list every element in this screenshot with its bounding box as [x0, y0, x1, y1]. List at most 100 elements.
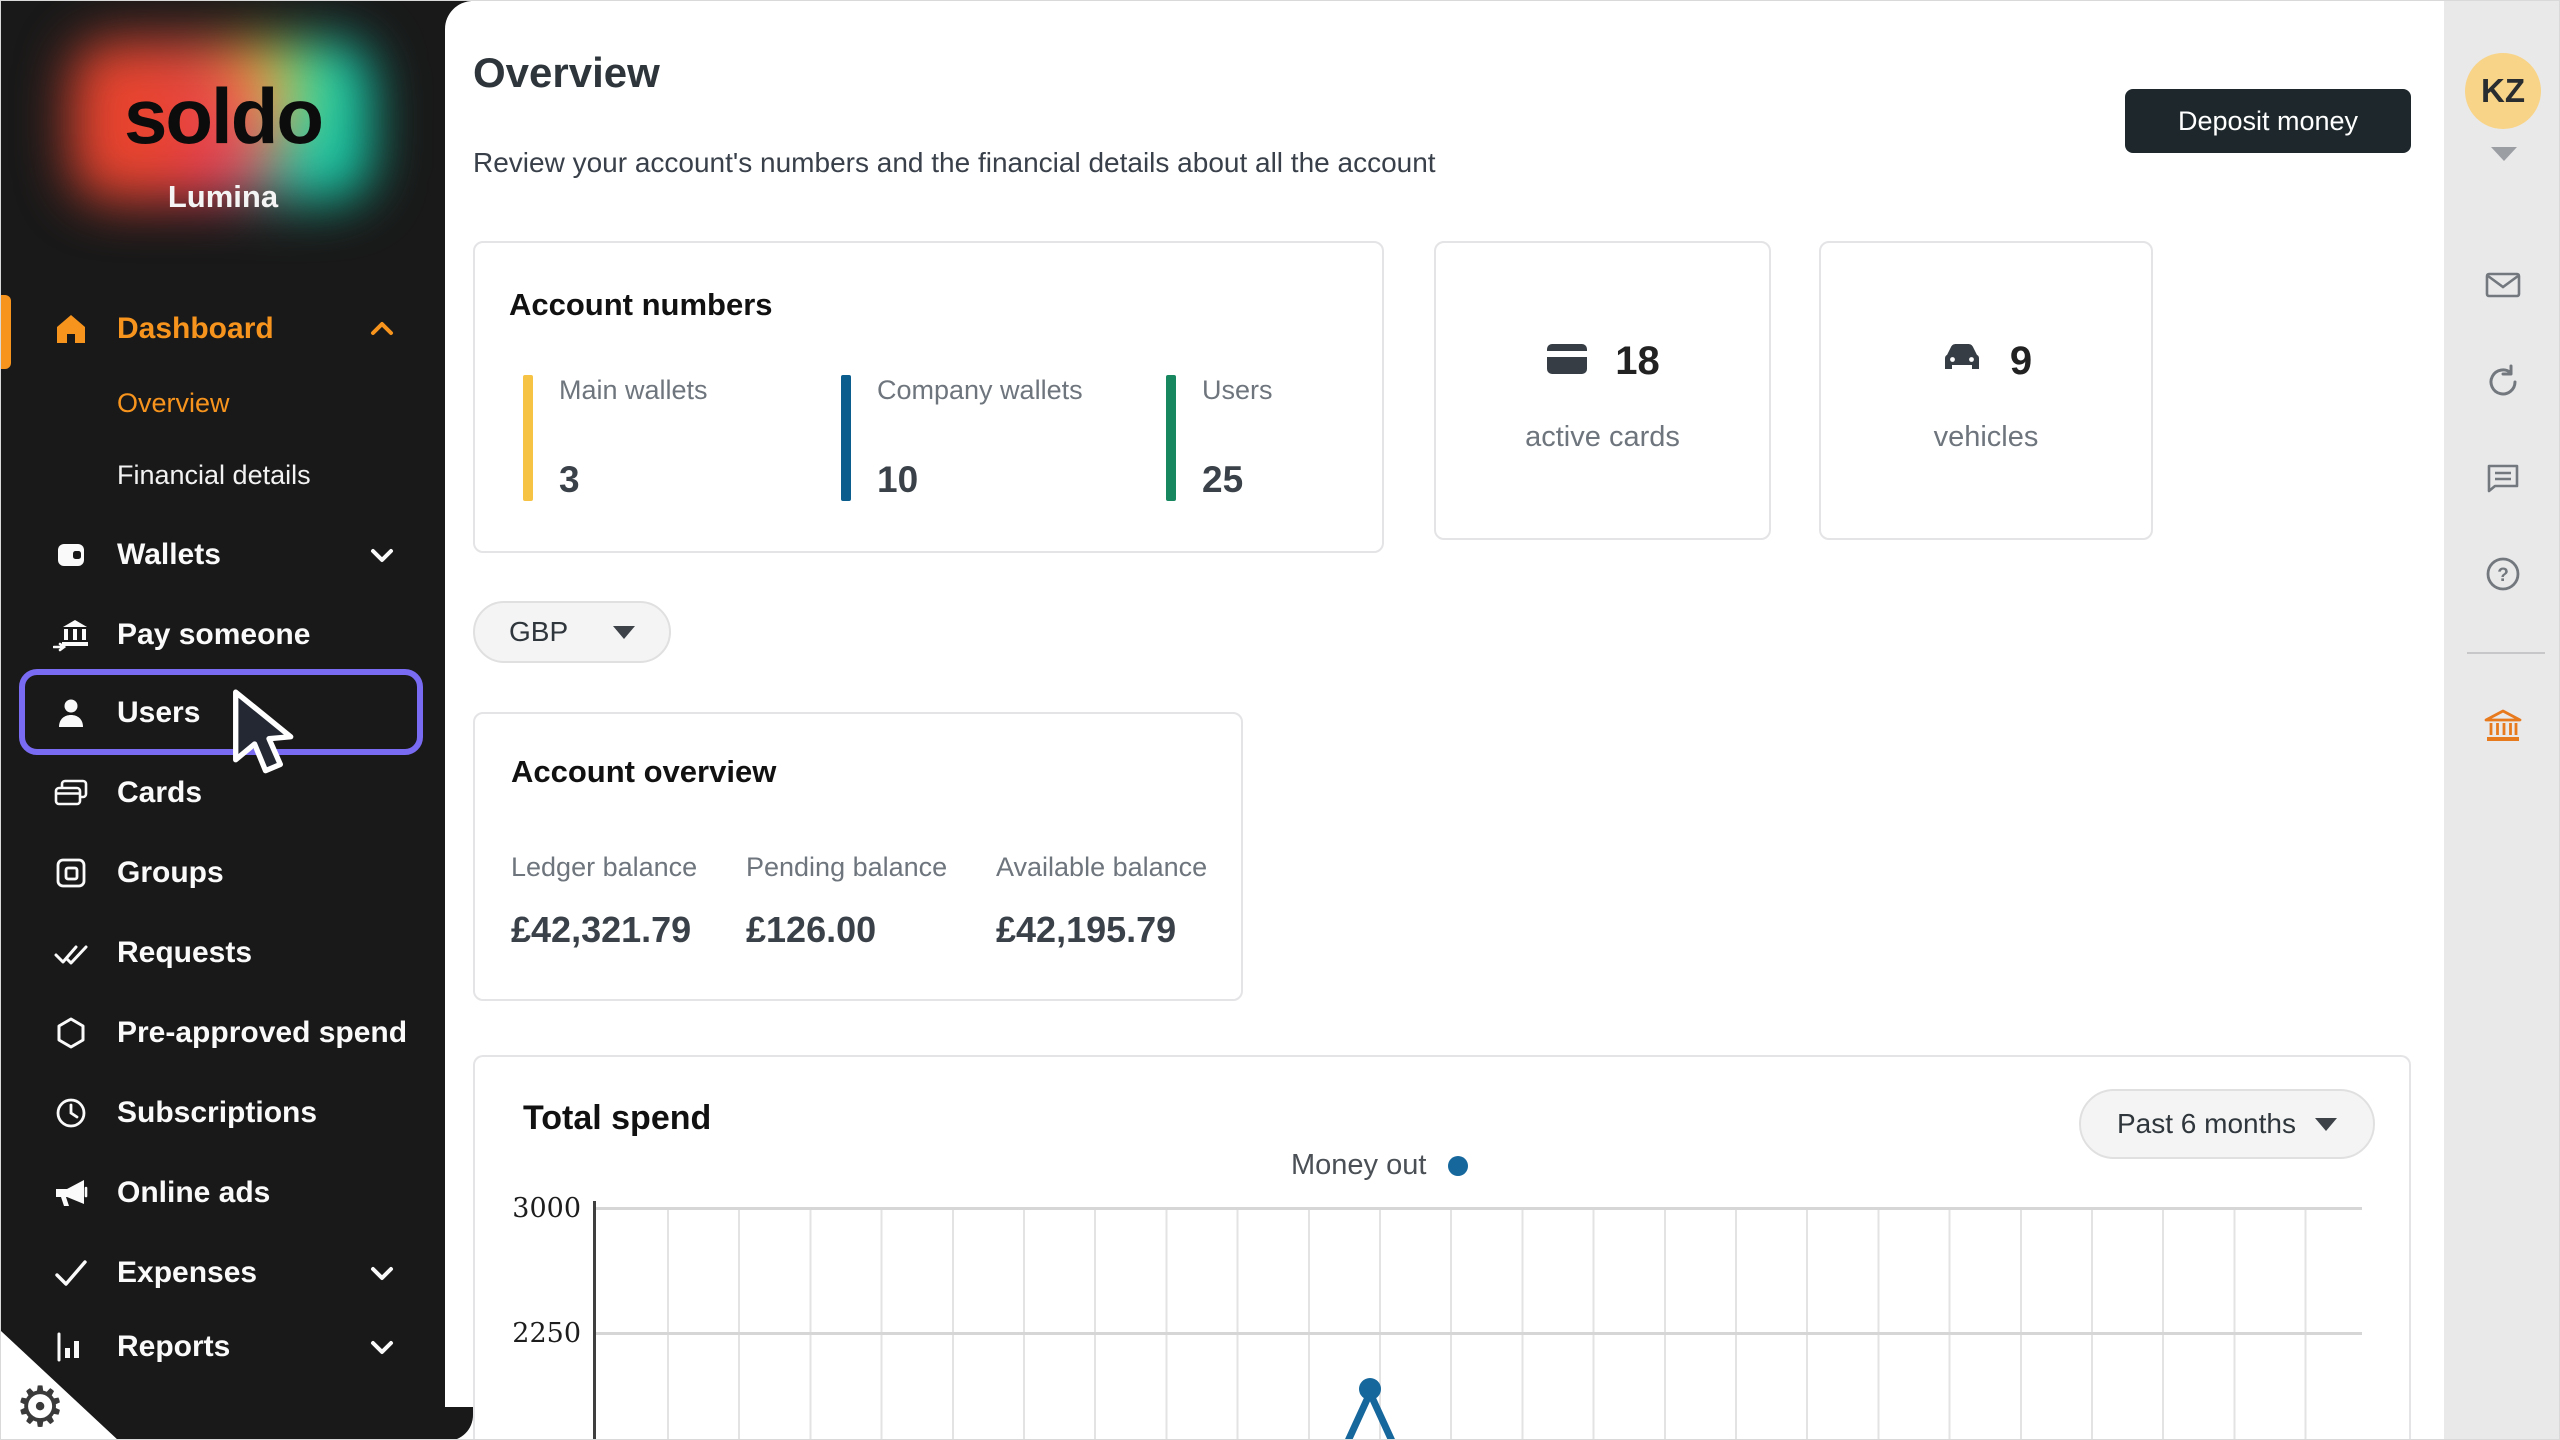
home-icon — [53, 311, 89, 347]
chevron-down-icon[interactable] — [367, 1315, 397, 1379]
chevron-down-icon[interactable] — [367, 1241, 397, 1305]
legend-label: Money out — [1291, 1149, 1427, 1181]
bank-transfer-icon — [53, 617, 89, 653]
sidebar-item-label: Online ads — [117, 1176, 271, 1209]
sidebar-item-label: Reports — [117, 1330, 231, 1363]
balance-label: Ledger balance — [511, 852, 698, 882]
date-range-selector[interactable]: Past 6 months — [2079, 1089, 2375, 1159]
sidebar-subitem-overview[interactable]: Overview — [117, 379, 230, 427]
chart-y-axis — [593, 1201, 596, 1439]
account-numbers-card: Account numbers Main wallets 3 Company w… — [473, 241, 1384, 553]
avatar-caret-icon[interactable] — [2491, 147, 2517, 161]
mouse-cursor — [229, 689, 299, 782]
sidebar-item-pre-approved-spend[interactable]: Pre-approved spend — [53, 1001, 407, 1065]
active-cards-label: active cards — [1525, 421, 1680, 453]
bank-icon[interactable] — [2483, 708, 2523, 748]
balance-value: £126.00 — [746, 909, 877, 950]
vehicles-card: 9 vehicles — [1819, 241, 2153, 540]
logo-glow — [71, 41, 371, 201]
balance-value: £42,321.79 — [511, 909, 692, 950]
sidebar-item-expenses[interactable]: Expenses — [53, 1241, 257, 1305]
chat-icon[interactable] — [2483, 458, 2523, 498]
logo: soldo — [1, 31, 445, 241]
help-icon[interactable]: ? — [2483, 554, 2523, 594]
vehicles-label: vehicles — [1933, 421, 2039, 453]
check-icon — [53, 1255, 89, 1291]
sidebar-item-online-ads[interactable]: Online ads — [53, 1161, 270, 1225]
stat-bar-green — [1166, 375, 1176, 501]
chevron-up-icon[interactable] — [367, 297, 397, 361]
y-tick-3000: 3000 — [512, 1193, 581, 1224]
page-subtitle: Review your account's numbers and the fi… — [473, 147, 1436, 178]
chevron-down-icon[interactable] — [367, 523, 397, 587]
deposit-money-button[interactable]: Deposit money — [2125, 89, 2411, 153]
money-out-series — [1345, 1378, 1395, 1439]
sidebar-item-label: Dashboard — [117, 312, 274, 345]
hexagon-icon — [53, 1015, 89, 1051]
sidebar-item-groups[interactable]: Groups — [53, 841, 224, 905]
gridline-3000 — [595, 1207, 2362, 1210]
sidebar-item-label: Wallets — [117, 538, 221, 571]
balance-label: Available balance — [996, 852, 1208, 882]
pending-balance: Pending balance £126.00 — [746, 852, 947, 951]
sidebar-corner-cut — [1, 1331, 119, 1439]
user-icon — [53, 695, 89, 731]
chart-legend: Money out — [1291, 1149, 1469, 1182]
wallet-icon — [53, 537, 89, 573]
stat-company-wallets: Company wallets 10 — [841, 375, 1083, 501]
sidebar-item-users[interactable]: Users — [53, 681, 200, 745]
y-tick-2250: 2250 — [512, 1318, 581, 1349]
ledger-balance: Ledger balance £42,321.79 — [511, 852, 697, 951]
sidebar-item-subscriptions[interactable]: Subscriptions — [53, 1081, 317, 1145]
currency-value: GBP — [509, 616, 569, 647]
currency-selector[interactable]: GBP — [473, 601, 671, 663]
caret-down-icon — [2315, 1117, 2337, 1131]
sidebar-item-requests[interactable]: Requests — [53, 921, 252, 985]
car-icon — [1940, 341, 1984, 382]
double-check-icon — [53, 935, 89, 971]
card-title: Total spend — [523, 1099, 712, 1137]
sidebar-subitem-financial-details[interactable]: Financial details — [117, 451, 311, 499]
balance-value: £42,195.79 — [996, 909, 1177, 950]
subitem-label: Financial details — [117, 459, 311, 490]
account-overview-card: Account overview Ledger balance £42,321.… — [473, 712, 1243, 1001]
avatar[interactable]: KZ — [2465, 53, 2541, 129]
legend-dot-icon — [1448, 1155, 1469, 1176]
active-item-indicator — [1, 295, 11, 369]
sidebar-item-pay-someone[interactable]: Pay someone — [53, 603, 310, 667]
sidebar-item-dashboard[interactable]: Dashboard — [53, 297, 274, 361]
sidebar-item-label: Users — [117, 696, 201, 729]
stat-value: 3 — [559, 459, 580, 500]
active-cards-count: 18 — [1615, 339, 1660, 383]
data-point — [1359, 1378, 1381, 1400]
brand-logo-text: soldo — [124, 72, 324, 160]
cards-icon — [53, 775, 89, 811]
sidebar-item-label: Requests — [117, 936, 253, 969]
sidebar-item-label: Expenses — [117, 1256, 258, 1289]
sidebar-item-wallets[interactable]: Wallets — [53, 523, 221, 587]
stat-label: Users — [1202, 375, 1273, 405]
sidebar-item-label: Subscriptions — [117, 1096, 318, 1129]
stat-value: 10 — [877, 459, 919, 500]
range-value: Past 6 months — [2117, 1108, 2296, 1139]
stat-bar-yellow — [523, 375, 533, 501]
stat-label: Company wallets — [877, 375, 1083, 405]
megaphone-icon — [53, 1175, 89, 1211]
active-cards-card: 18 active cards — [1434, 241, 1771, 540]
gridline-2250 — [595, 1332, 2362, 1335]
stat-label: Main wallets — [559, 375, 708, 405]
groups-icon — [53, 855, 89, 891]
mail-icon[interactable] — [2483, 265, 2523, 305]
gear-icon[interactable]: ⚙ — [15, 1375, 66, 1438]
balance-label: Pending balance — [746, 852, 948, 882]
stat-users: Users 25 — [1166, 375, 1273, 501]
rail-divider — [2467, 652, 2545, 654]
sidebar-item-label: Cards — [117, 776, 203, 809]
chart-plot-area — [667, 1209, 2362, 1439]
sidebar-item-cards[interactable]: Cards — [53, 761, 202, 825]
users-highlight-box — [19, 669, 423, 755]
refresh-icon[interactable] — [2483, 362, 2523, 402]
sidebar-item-label: Pre-approved spend — [117, 1016, 408, 1049]
sidebar-item-label: Pay someone — [117, 618, 311, 651]
